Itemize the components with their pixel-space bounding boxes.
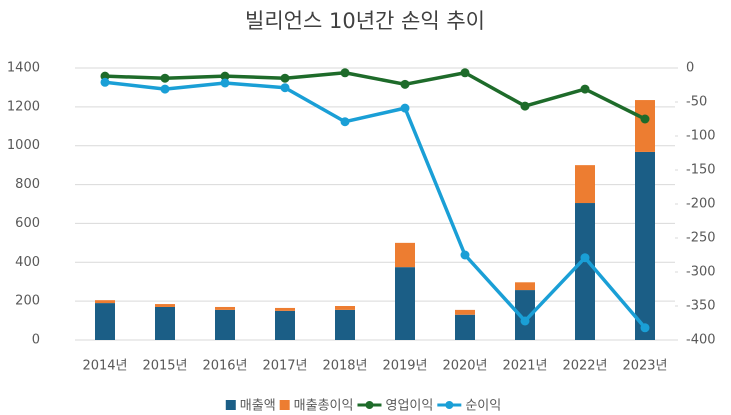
y-tick-label: 800 [15,177,40,192]
y2-tick-label: -150 [686,163,716,178]
point [160,73,170,83]
y2-tick-label: -400 [686,333,716,348]
point [640,114,650,124]
point [280,73,290,83]
y-tick-label: 1200 [7,99,40,114]
x-tick-label: 2019년 [382,359,427,374]
y2-tick-label: -50 [686,95,707,110]
y-tick-label: 600 [15,216,40,231]
x-tick-label: 2016년 [202,359,247,374]
point [220,71,230,81]
legend-label: 매출액 [240,399,276,414]
point [460,250,470,260]
bar [215,306,235,310]
legend-swatch [225,400,236,410]
y2-tick-label: -350 [686,299,716,314]
point [460,68,470,78]
bar [155,304,175,307]
x-tick-label: 2020년 [442,359,487,374]
x-tick-label: 2022년 [562,359,607,374]
y2-tick-label: -200 [686,197,716,212]
bar [215,309,235,340]
point [520,316,530,326]
y-tick-label: 1400 [7,61,40,76]
bar [275,310,295,340]
legend-label: 영업이익 [385,399,433,414]
x-tick-label: 2014년 [82,359,127,374]
legend-swatch [445,401,454,409]
point [100,77,110,87]
x-tick-label: 2015년 [142,359,187,374]
y2-tick-label: -100 [686,129,716,144]
legend-label: 순이익 [465,399,501,414]
point [400,103,410,113]
point [280,83,290,93]
point [400,79,410,89]
bar [275,307,295,311]
chart-title: 빌리언스 10년간 손익 추이 [245,9,485,33]
bar [575,203,595,340]
y-tick-label: 1000 [7,138,40,153]
x-tick-label: 2018년 [322,359,367,374]
legend: 매출액 매출총이익 영업이익 순이익 [225,399,501,414]
point [580,253,590,263]
y-tick-label: 0 [32,333,40,348]
bar [575,165,595,204]
legend-swatch [365,401,374,409]
bar [155,306,175,340]
point [160,84,170,94]
line [104,80,647,329]
x-tick-label: 2017년 [262,359,307,374]
point [340,117,350,127]
bar [395,242,415,268]
point [520,101,530,111]
y2-tick-label: 0 [686,61,694,76]
bar [95,303,115,340]
bar [515,282,535,291]
legend-swatch [279,400,290,410]
point [220,78,230,88]
bar [515,290,535,340]
bar [395,267,415,340]
bar [335,309,355,340]
point [340,68,350,78]
y2-tick-label: -300 [686,265,716,280]
point [640,323,650,333]
y2-tick-label: -250 [686,231,716,246]
bar [635,100,655,152]
y-tick-label: 200 [15,294,40,309]
x-tick-label: 2021년 [502,359,547,374]
bar [455,314,475,340]
bar [455,309,475,315]
bar [335,306,355,310]
bar [95,300,115,304]
bar [635,151,655,340]
x-tick-label: 2023년 [622,359,667,374]
legend-label: 매출총이익 [294,399,354,414]
line [104,71,646,121]
point [580,84,590,94]
y-tick-label: 400 [15,255,40,270]
